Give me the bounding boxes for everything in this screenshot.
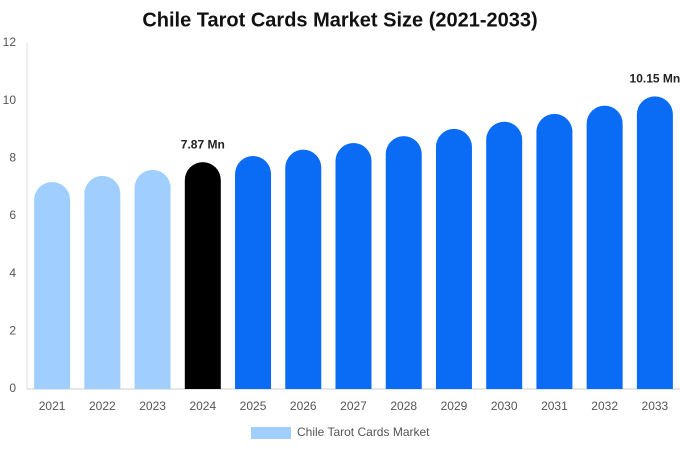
- bar: [586, 105, 623, 390]
- x-tick-label: 2031: [541, 399, 568, 413]
- legend-label: Chile Tarot Cards Market: [297, 425, 430, 439]
- x-tick-label: 2028: [390, 399, 417, 413]
- legend-swatch: [251, 427, 291, 439]
- value-label: 7.87 Mn: [181, 137, 225, 151]
- x-tick-label: 2030: [491, 399, 518, 413]
- y-tick-label: 4: [9, 266, 16, 280]
- bar: [435, 128, 472, 389]
- x-tick-label: 2023: [139, 399, 166, 413]
- bar: [486, 121, 523, 389]
- y-tick-label: 10: [3, 93, 17, 107]
- x-tick-label: 2026: [290, 399, 317, 413]
- bar: [134, 169, 171, 389]
- bar: [84, 175, 121, 389]
- bar: [34, 181, 71, 389]
- bar: [335, 143, 372, 389]
- bar: [385, 136, 422, 389]
- bar: [536, 113, 573, 389]
- y-tick-label: 6: [9, 208, 16, 222]
- x-tick-label: 2027: [340, 399, 367, 413]
- bar: [235, 156, 272, 389]
- bar: [285, 149, 322, 389]
- y-tick-label: 12: [3, 35, 17, 49]
- y-tick-label: 0: [9, 381, 16, 395]
- chart-title: Chile Tarot Cards Market Size (2021-2033…: [142, 9, 537, 31]
- y-tick-label: 2: [9, 324, 16, 338]
- x-tick-label: 2021: [39, 399, 66, 413]
- x-tick-label: 2025: [240, 399, 267, 413]
- x-tick-label: 2033: [642, 399, 669, 413]
- x-tick-label: 2024: [189, 399, 216, 413]
- bar: [636, 96, 673, 389]
- value-label: 10.15 Mn: [630, 72, 680, 86]
- y-tick-label: 8: [9, 151, 16, 165]
- x-tick-label: 2029: [441, 399, 468, 413]
- bar: [184, 162, 221, 389]
- x-tick-label: 2022: [89, 399, 116, 413]
- x-tick-label: 2032: [591, 399, 618, 413]
